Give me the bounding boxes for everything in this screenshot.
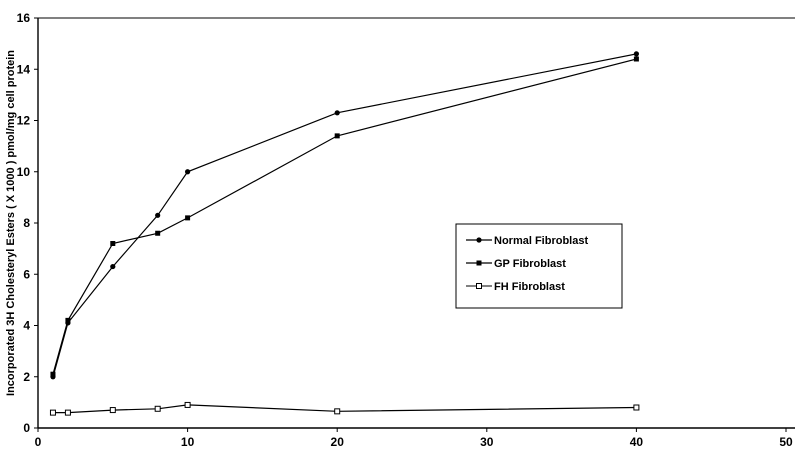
x-tick-label: 20 <box>331 435 345 449</box>
y-tick-label: 14 <box>17 62 31 76</box>
legend-item-normal-fibroblast: Normal Fibroblast <box>466 235 588 247</box>
x-tick-label: 0 <box>35 435 42 449</box>
series-normal-fibroblast <box>50 51 640 380</box>
legend-item-fh-fibroblast: FH Fibroblast <box>466 281 565 293</box>
data-point-normal-fibroblast <box>155 212 161 218</box>
data-point-gp-fibroblast <box>334 133 340 139</box>
data-point-fh-fibroblast <box>64 409 71 416</box>
legend-item-gp-fibroblast: GP Fibroblast <box>466 258 566 270</box>
x-tick-label: 10 <box>181 435 195 449</box>
y-tick-label: 0 <box>23 421 30 435</box>
series-line-gp-fibroblast <box>52 58 637 375</box>
x-axis-ticks: 0 10 20 30 40 50 <box>35 428 793 449</box>
y-tick-label: 10 <box>17 165 31 179</box>
data-point-normal-fibroblast <box>185 169 191 175</box>
legend-box <box>455 223 623 309</box>
y-tick-label: 16 <box>17 11 31 25</box>
y-tick-label: 4 <box>23 319 30 333</box>
legend-label-gp: GP Fibroblast <box>494 258 566 270</box>
legend-marker-fh <box>476 283 482 289</box>
legend-marker-gp <box>476 260 482 266</box>
data-point-fh-fibroblast <box>184 401 191 408</box>
data-point-normal-fibroblast <box>633 51 640 57</box>
data-point-gp-fibroblast <box>633 56 639 62</box>
data-point-gp-fibroblast <box>50 371 56 377</box>
series-line-normal-fibroblast <box>52 53 637 377</box>
y-axis-title: Incorporated 3H Cholesteryl Esters ( X 1… <box>5 50 17 396</box>
x-tick-label: 30 <box>480 435 494 449</box>
y-tick-label: 12 <box>17 114 31 128</box>
y-tick-label: 8 <box>23 216 30 230</box>
y-tick-label: 2 <box>23 370 30 384</box>
x-tick-label: 40 <box>630 435 644 449</box>
data-point-fh-fibroblast <box>154 405 161 412</box>
legend: Normal Fibroblast GP Fibroblast FH Fibro… <box>455 223 623 309</box>
series-fh-fibroblast <box>49 401 640 416</box>
data-point-fh-fibroblast <box>334 408 341 415</box>
series-layer <box>49 51 640 416</box>
data-point-fh-fibroblast <box>49 409 56 416</box>
y-axis-ticks: 0 2 4 6 8 10 12 14 16 <box>17 11 38 435</box>
data-point-gp-fibroblast <box>185 215 191 221</box>
data-point-fh-fibroblast <box>633 404 640 411</box>
legend-marker-normal <box>476 237 482 243</box>
x-tick-label: 50 <box>779 435 793 449</box>
data-point-normal-fibroblast <box>334 110 340 116</box>
legend-label-fh: FH Fibroblast <box>494 281 565 293</box>
data-point-fh-fibroblast <box>109 407 116 414</box>
y-tick-label: 6 <box>23 267 30 281</box>
series-gp-fibroblast <box>50 56 639 377</box>
data-point-normal-fibroblast <box>110 263 116 270</box>
data-point-gp-fibroblast <box>110 241 116 246</box>
data-point-gp-fibroblast <box>65 317 71 323</box>
series-line-fh-fibroblast <box>53 404 637 414</box>
legend-label-normal: Normal Fibroblast <box>494 235 588 247</box>
data-point-gp-fibroblast <box>155 230 161 236</box>
